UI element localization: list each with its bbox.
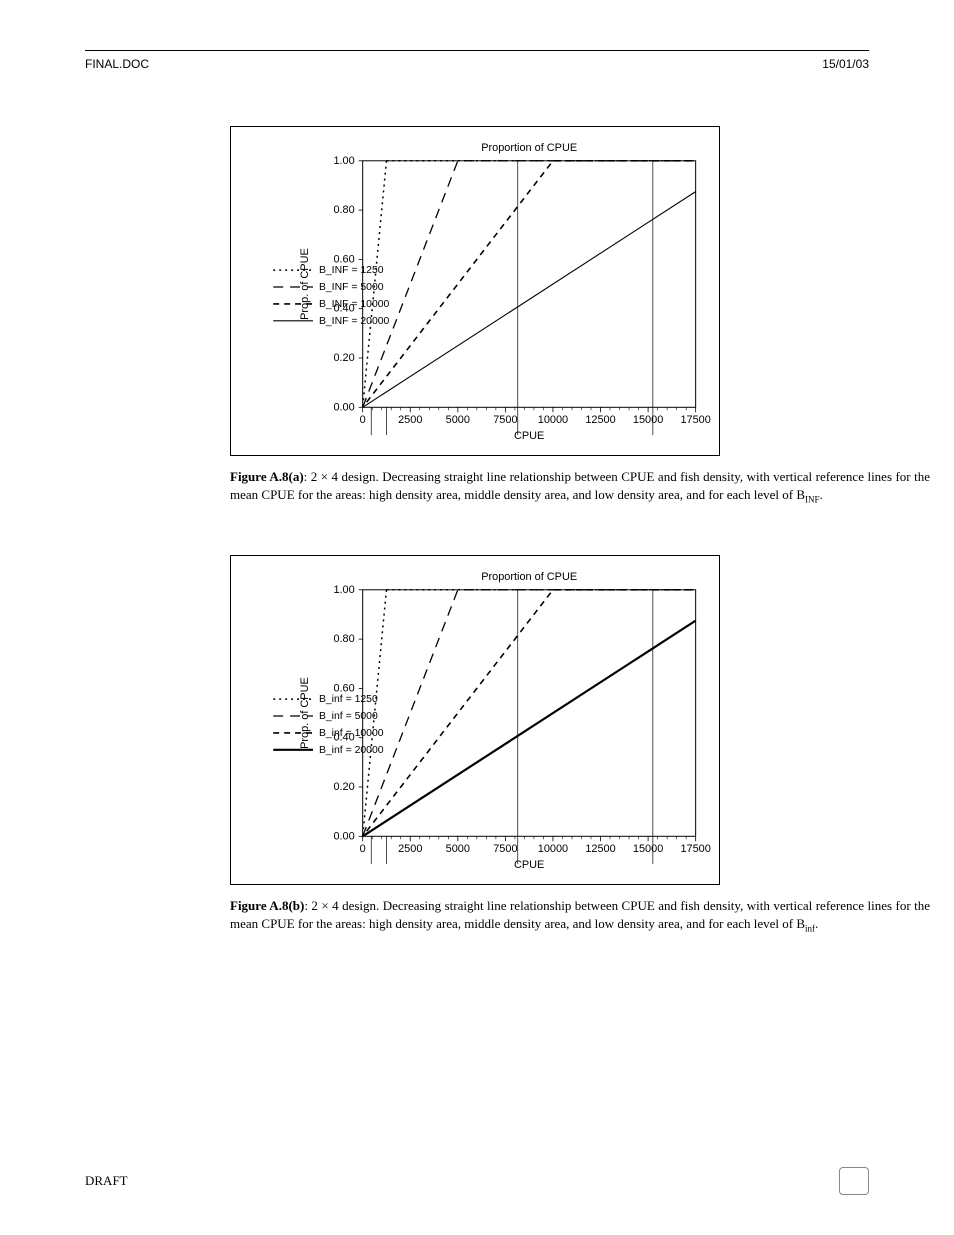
figure-a-box: Proportion of CPUE0.000.200.400.600.801.…	[230, 126, 720, 456]
figure-b: Proportion of CPUE0.000.200.400.600.801.…	[230, 555, 869, 934]
figure-b-svg: Proportion of CPUE0.000.200.400.600.801.…	[231, 556, 719, 884]
svg-text:7500: 7500	[493, 414, 517, 426]
figure-b-caption: Figure A.8(b): 2 × 4 design. Decreasing …	[230, 897, 930, 934]
svg-text:17500: 17500	[680, 843, 710, 855]
svg-text:0: 0	[360, 414, 366, 426]
svg-text:5000: 5000	[446, 414, 470, 426]
figure-a-svg: Proportion of CPUE0.000.200.400.600.801.…	[231, 127, 719, 455]
figure-a-caption: Figure A.8(a): 2 × 4 design. Decreasing …	[230, 468, 930, 505]
figure-a-caption-sub: INF	[805, 494, 820, 504]
svg-text:0.60: 0.60	[333, 683, 354, 695]
page-footer: DRAFT	[85, 1167, 869, 1195]
svg-text:B_INF = 20000: B_INF = 20000	[319, 316, 390, 327]
svg-text:0.00: 0.00	[333, 831, 354, 843]
svg-text:2500: 2500	[398, 414, 422, 426]
figure-b-caption-sub: inf	[805, 923, 815, 933]
footer-logo-icon	[839, 1167, 869, 1195]
header-left: FINAL.DOC	[85, 57, 149, 71]
svg-text:10000: 10000	[538, 414, 568, 426]
svg-text:B_inf = 10000: B_inf = 10000	[319, 728, 384, 739]
header-rule	[85, 50, 869, 51]
figure-a-caption-body: 4 design. Decreasing straight line relat…	[230, 469, 930, 502]
svg-text:0.20: 0.20	[333, 781, 354, 793]
figure-a: Proportion of CPUE0.000.200.400.600.801.…	[230, 126, 869, 505]
svg-text:B_INF = 5000: B_INF = 5000	[319, 282, 384, 293]
svg-text:0: 0	[360, 843, 366, 855]
svg-text:CPUE: CPUE	[514, 859, 544, 871]
svg-text:12500: 12500	[585, 843, 615, 855]
svg-text:0.60: 0.60	[333, 253, 354, 265]
svg-text:5000: 5000	[446, 843, 470, 855]
figure-b-caption-tail: .	[815, 916, 818, 931]
svg-text:10000: 10000	[538, 843, 568, 855]
figure-a-caption-tail: .	[820, 487, 823, 502]
svg-text:B_inf = 1250: B_inf = 1250	[319, 694, 378, 705]
svg-text:Proportion of CPUE: Proportion of CPUE	[481, 571, 577, 583]
svg-text:0.80: 0.80	[333, 204, 354, 216]
figure-b-caption-prefix: : 2	[304, 898, 321, 913]
svg-text:1.00: 1.00	[333, 584, 354, 596]
multiply-icon: ×	[321, 898, 328, 913]
svg-text:Proportion of CPUE: Proportion of CPUE	[481, 142, 577, 154]
svg-text:B_inf = 5000: B_inf = 5000	[319, 711, 378, 722]
figure-a-caption-prefix: : 2	[304, 469, 321, 484]
svg-text:15000: 15000	[633, 843, 663, 855]
svg-text:12500: 12500	[585, 414, 615, 426]
header-right: 15/01/03	[822, 57, 869, 71]
figure-b-box: Proportion of CPUE0.000.200.400.600.801.…	[230, 555, 720, 885]
svg-text:0.20: 0.20	[333, 352, 354, 364]
multiply-icon: ×	[321, 469, 328, 484]
page-header: FINAL.DOC 15/01/03	[85, 57, 869, 71]
svg-text:7500: 7500	[493, 843, 517, 855]
svg-text:15000: 15000	[633, 414, 663, 426]
svg-text:0.00: 0.00	[333, 401, 354, 413]
figure-a-caption-label: Figure A.8(a)	[230, 469, 304, 484]
svg-text:CPUE: CPUE	[514, 430, 544, 442]
svg-text:Prop. of CPUE: Prop. of CPUE	[299, 678, 311, 750]
svg-text:17500: 17500	[680, 414, 710, 426]
svg-text:B_INF = 1250: B_INF = 1250	[319, 265, 384, 276]
figure-b-caption-body: 4 design. Decreasing straight line relat…	[230, 898, 930, 931]
svg-text:Prop. of CPUE: Prop. of CPUE	[299, 248, 311, 320]
footer-left: DRAFT	[85, 1173, 128, 1189]
svg-text:B_INF = 10000: B_INF = 10000	[319, 299, 390, 310]
svg-text:0.80: 0.80	[333, 633, 354, 645]
svg-text:2500: 2500	[398, 843, 422, 855]
page: FINAL.DOC 15/01/03 Proportion of CPUE0.0…	[0, 0, 954, 1235]
svg-text:B_inf = 20000: B_inf = 20000	[319, 745, 384, 756]
svg-text:1.00: 1.00	[333, 155, 354, 167]
figure-b-caption-label: Figure A.8(b)	[230, 898, 304, 913]
